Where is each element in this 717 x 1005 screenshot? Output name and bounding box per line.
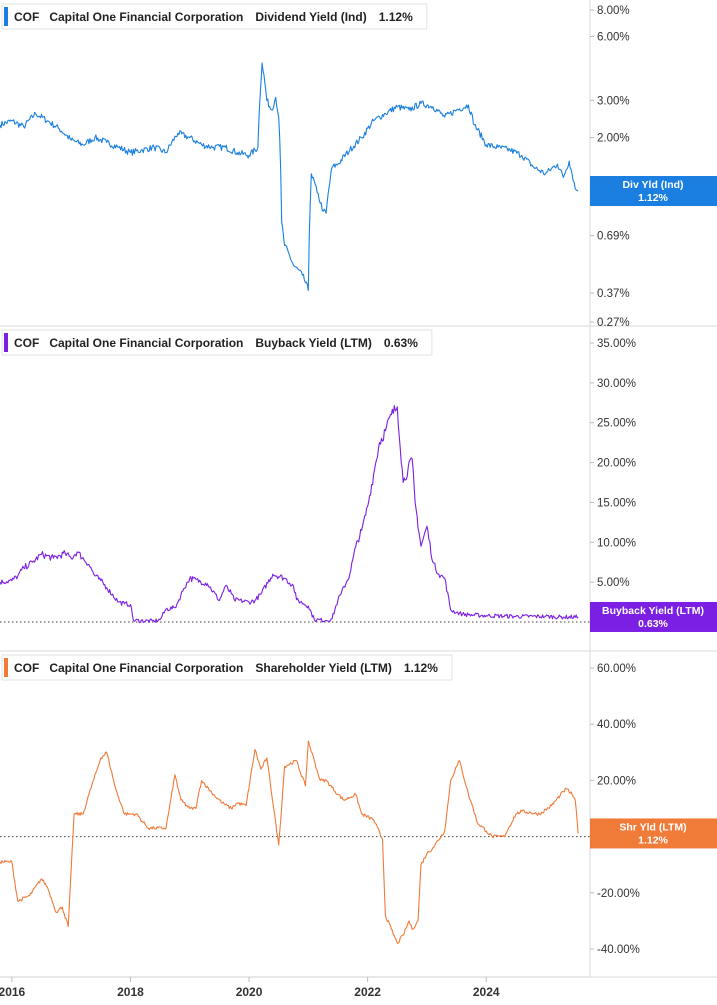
value-badge-label: Div Yld (Ind) xyxy=(622,179,683,191)
y-tick-label: -40.00% xyxy=(597,944,640,956)
y-tick-label: 5.00% xyxy=(597,577,630,589)
x-tick-label: 2022 xyxy=(354,985,381,999)
y-tick-label: -20.00% xyxy=(597,888,640,900)
value-badge: Buyback Yield (LTM)0.63% xyxy=(590,601,717,632)
panel-1: 8.00%6.00%3.00%2.00%1.00%0.69%0.37%0.27%… xyxy=(0,0,717,329)
legend-ticker: COF xyxy=(14,336,39,350)
y-tick-label: 25.00% xyxy=(597,418,636,430)
y-tick-label: 20.00% xyxy=(597,458,636,470)
legend-value: 0.63% xyxy=(384,336,418,350)
legend-box xyxy=(1,3,428,30)
legend: COF Capital One Financial Corporation Buyb… xyxy=(1,329,433,356)
y-tick-label: 10.00% xyxy=(597,537,636,549)
legend-swatch xyxy=(4,658,8,677)
y-tick-label: 3.00% xyxy=(597,95,630,107)
panel-3: 60.00%40.00%20.00%0.00%-20.00%-40.00%COF… xyxy=(0,651,717,978)
value-badge: Div Yld (Ind)1.12% xyxy=(590,176,717,207)
value-badge-label: Shr Yld (LTM) xyxy=(619,821,686,833)
x-tick-label: 2020 xyxy=(236,985,263,999)
series-line xyxy=(0,740,579,944)
y-tick-label: 20.00% xyxy=(597,775,636,787)
legend-swatch xyxy=(4,7,8,26)
y-tick-label: 0.37% xyxy=(597,288,630,300)
legend-box xyxy=(1,329,433,356)
y-tick-label: 15.00% xyxy=(597,497,636,509)
legend-ticker: COF xyxy=(14,661,39,675)
legend-ticker: COF xyxy=(14,10,39,24)
y-tick-label: 35.00% xyxy=(597,338,636,350)
y-tick-label: 6.00% xyxy=(597,31,630,43)
value-badge-value: 1.12% xyxy=(638,192,668,204)
y-tick-label: 2.00% xyxy=(597,133,630,145)
legend-swatch xyxy=(4,333,8,352)
y-tick-label: 30.00% xyxy=(597,378,636,390)
x-tick-label: 2024 xyxy=(473,985,500,999)
value-badge-value: 1.12% xyxy=(638,834,668,846)
x-tick-label: 2016 xyxy=(0,985,26,999)
value-badge-label: Buyback Yield (LTM) xyxy=(602,605,704,617)
value-badge-bg xyxy=(590,818,717,849)
legend-company: Capital One Financial Corporation xyxy=(49,10,243,24)
legend: COF Capital One Financial Corporation Divi… xyxy=(1,3,428,30)
legend: COF Capital One Financial Corporation Shar… xyxy=(1,654,453,681)
y-tick-label: 60.00% xyxy=(597,663,636,675)
panel-2: 35.00% 30.00% 25.00% 20.00% 15.00% 10.00% 5.00… xyxy=(0,326,717,652)
value-badge: Shr Yld (LTM)1.12% xyxy=(590,818,717,849)
y-tick-label: 0.69% xyxy=(597,231,630,243)
value-badge-bg xyxy=(590,176,717,207)
legend-box xyxy=(1,654,453,681)
y-tick-label: 0.27% xyxy=(597,317,630,329)
y-tick-label: 40.00% xyxy=(597,719,636,731)
legend-metric: Dividend Yield (Ind) xyxy=(255,10,366,24)
legend-company: Capital One Financial Corporation xyxy=(49,661,243,675)
x-axis: 2016 2018 2020 2022 2024 xyxy=(0,976,590,999)
legend-value: 1.12% xyxy=(379,10,413,24)
value-badge-bg xyxy=(590,601,717,632)
legend-metric: Buyback Yield (LTM) xyxy=(255,336,371,350)
series-line xyxy=(0,405,579,624)
legend-value: 1.12% xyxy=(404,661,438,675)
legend-metric: Shareholder Yield (LTM) xyxy=(255,661,391,675)
legend-company: Capital One Financial Corporation xyxy=(49,336,243,350)
x-tick-label: 2018 xyxy=(117,985,144,999)
series-line xyxy=(0,62,579,292)
y-tick-label: 8.00% xyxy=(597,5,630,17)
value-badge-value: 0.63% xyxy=(638,618,668,630)
